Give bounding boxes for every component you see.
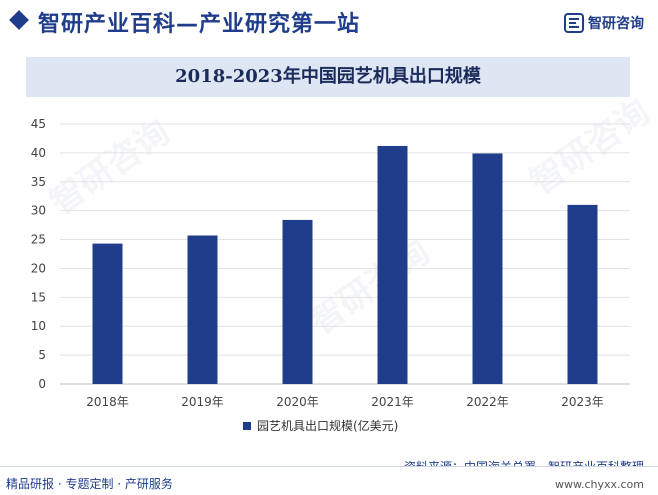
x-tick-label: 2022年 (466, 395, 509, 409)
y-tick-label: 10 (31, 319, 46, 333)
logo-mark-icon (564, 13, 584, 33)
y-tick-label: 40 (31, 146, 46, 160)
x-tick-label: 2019年 (181, 395, 224, 409)
site-url[interactable]: www.chyxx.com (554, 478, 644, 491)
legend-swatch (243, 422, 251, 430)
bar (567, 204, 598, 384)
chart-title: 2018-2023年中国园艺机具出口规模 (175, 66, 481, 87)
y-tick-label: 25 (31, 233, 46, 247)
y-tick-label: 30 (31, 204, 46, 218)
x-tick-label: 2018年 (86, 395, 129, 409)
y-tick-label: 15 (31, 290, 46, 304)
page-header: 智研产业百科—产业研究第一站 智研咨询 (0, 0, 658, 44)
x-tick-label: 2023年 (561, 395, 604, 409)
y-tick-label: 45 (31, 117, 46, 131)
logo-text: 智研咨询 (588, 16, 644, 32)
service-text: 精品研报 · 专题定制 · 产研服务 (6, 477, 173, 491)
site-title: 智研产业百科—产业研究第一站 (38, 12, 361, 37)
y-tick-label: 20 (31, 261, 46, 275)
x-tick-label: 2020年 (276, 395, 319, 409)
bar (187, 235, 218, 384)
brand-logo[interactable]: 智研咨询 (564, 12, 644, 34)
bar (92, 243, 123, 384)
chart-title-band: 2018-2023年中国园艺机具出口规模 (26, 57, 630, 97)
y-tick-label: 0 (38, 377, 46, 391)
diamond-icon (9, 10, 29, 30)
y-tick-label: 35 (31, 175, 46, 189)
bar (377, 145, 408, 384)
y-tick-label: 5 (38, 348, 46, 362)
bar (472, 153, 503, 384)
x-tick-label: 2021年 (371, 395, 414, 409)
bar-chart: 0 5 10 15 20 25 30 35 40 45 2018年 2019年 2020年 2021年 20… (31, 117, 630, 433)
legend-label: 园艺机具出口规模(亿美元) (257, 418, 398, 433)
bar (282, 219, 313, 384)
footer: 精品研报 · 专题定制 · 产研服务 (0, 466, 658, 495)
